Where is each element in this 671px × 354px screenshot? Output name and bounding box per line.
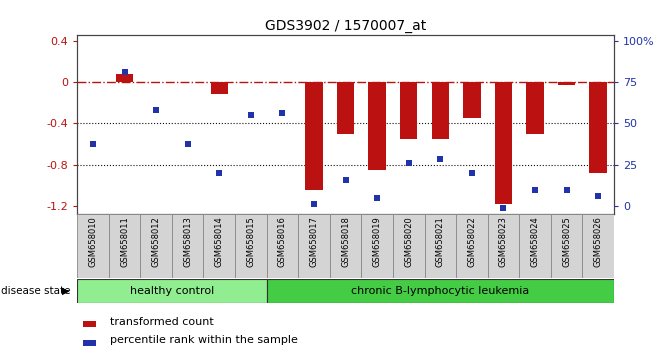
Point (183, 141, 193, 147)
Title: GDS3902 / 1570007_at: GDS3902 / 1570007_at (265, 19, 426, 33)
FancyBboxPatch shape (362, 214, 393, 278)
Point (246, 112, 256, 118)
Text: GSM658024: GSM658024 (531, 216, 539, 267)
Point (119, 69, 130, 74)
Point (561, 188, 572, 193)
Bar (337, 82, 354, 133)
Bar (77, 279, 266, 303)
Bar (526, 82, 544, 133)
Text: GSM658023: GSM658023 (499, 216, 508, 267)
Bar (116, 74, 134, 82)
Bar (590, 82, 607, 173)
FancyBboxPatch shape (582, 214, 614, 278)
Text: chronic B-lymphocytic leukemia: chronic B-lymphocytic leukemia (351, 286, 529, 296)
FancyBboxPatch shape (109, 214, 140, 278)
Text: GSM658022: GSM658022 (468, 216, 476, 267)
FancyBboxPatch shape (329, 214, 362, 278)
FancyBboxPatch shape (235, 214, 266, 278)
Text: ▶: ▶ (62, 286, 70, 296)
Point (88, 141, 99, 147)
Bar (211, 82, 228, 94)
FancyBboxPatch shape (266, 214, 298, 278)
Bar (400, 82, 417, 139)
Point (277, 110, 288, 116)
FancyBboxPatch shape (456, 214, 488, 278)
Text: GSM658014: GSM658014 (215, 216, 223, 267)
Point (309, 201, 319, 207)
Point (498, 205, 509, 211)
Bar (431, 82, 449, 139)
FancyBboxPatch shape (203, 214, 235, 278)
Bar (83, 339, 96, 346)
Text: GSM658025: GSM658025 (562, 216, 571, 267)
Bar (495, 82, 512, 204)
FancyBboxPatch shape (425, 214, 456, 278)
Bar (266, 279, 614, 303)
Point (529, 188, 540, 193)
Text: GSM658011: GSM658011 (120, 216, 129, 267)
FancyBboxPatch shape (393, 214, 425, 278)
Text: GSM658016: GSM658016 (278, 216, 287, 267)
FancyBboxPatch shape (519, 214, 551, 278)
Text: transformed count: transformed count (111, 317, 214, 327)
Text: GSM658026: GSM658026 (594, 216, 603, 267)
Text: GSM658015: GSM658015 (246, 216, 256, 267)
Text: GSM658019: GSM658019 (372, 216, 382, 267)
FancyBboxPatch shape (140, 214, 172, 278)
FancyBboxPatch shape (488, 214, 519, 278)
Bar (558, 82, 575, 85)
Text: GSM658012: GSM658012 (152, 216, 160, 267)
Text: GSM658018: GSM658018 (341, 216, 350, 267)
Point (214, 170, 225, 176)
Text: disease state: disease state (1, 286, 71, 296)
Text: GSM658013: GSM658013 (183, 216, 192, 267)
Point (340, 177, 351, 183)
Bar (463, 82, 480, 118)
Point (403, 160, 414, 165)
Text: healthy control: healthy control (130, 286, 214, 296)
FancyBboxPatch shape (551, 214, 582, 278)
Point (151, 107, 162, 113)
Text: GSM658020: GSM658020 (404, 216, 413, 267)
FancyBboxPatch shape (298, 214, 329, 278)
Point (372, 195, 382, 200)
Bar (368, 82, 386, 170)
Text: GSM658021: GSM658021 (435, 216, 445, 267)
Bar (83, 321, 96, 327)
Point (592, 193, 603, 198)
Text: GSM658010: GSM658010 (89, 216, 97, 267)
FancyBboxPatch shape (77, 214, 109, 278)
Point (466, 170, 477, 176)
Text: percentile rank within the sample: percentile rank within the sample (111, 335, 299, 345)
Point (435, 156, 446, 162)
FancyBboxPatch shape (172, 214, 203, 278)
Bar (305, 82, 323, 190)
Text: GSM658017: GSM658017 (309, 216, 319, 267)
